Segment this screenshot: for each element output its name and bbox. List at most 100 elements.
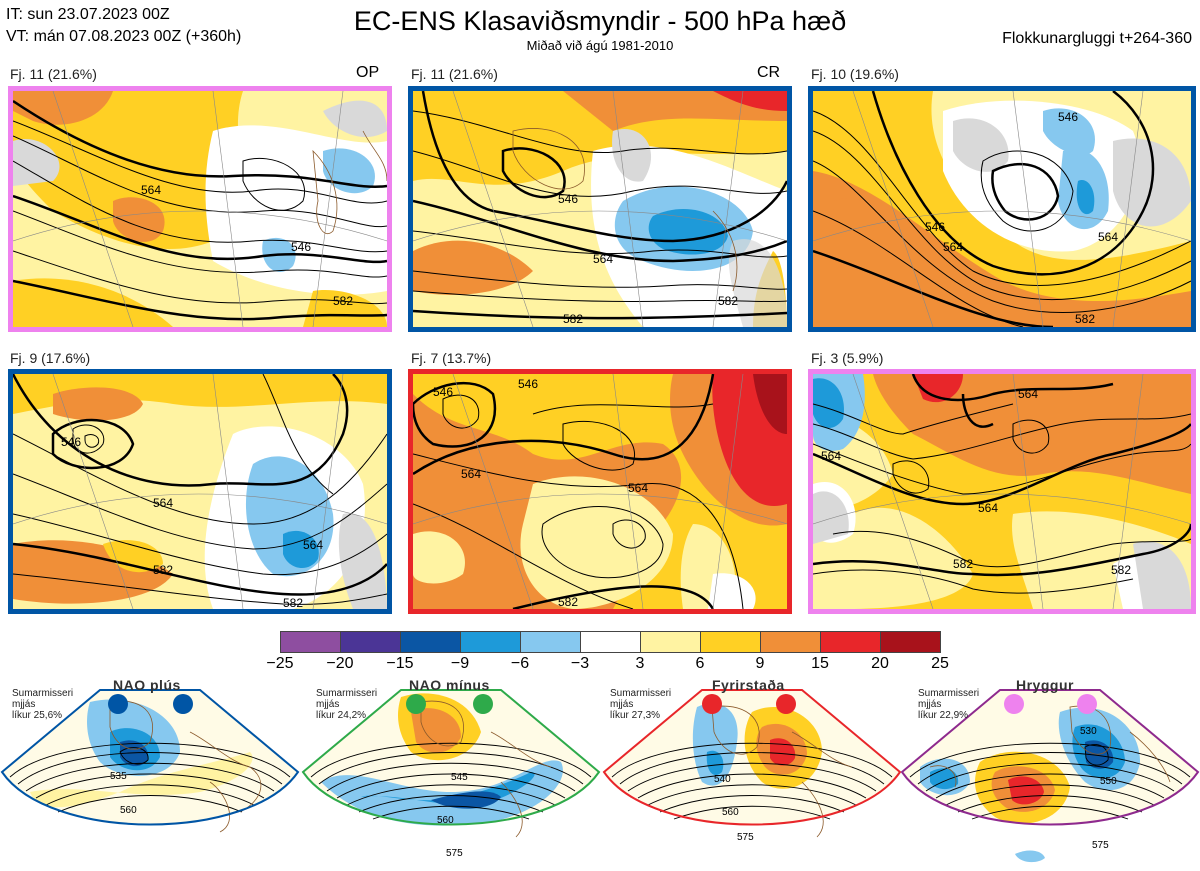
contour-label: 582	[718, 294, 738, 308]
regime-probability: líkur 25,6%	[12, 710, 63, 721]
contour-label: 560	[437, 815, 454, 826]
colorbar-swatch	[700, 631, 761, 653]
contour-label: 575	[737, 832, 754, 843]
colorbar-tick: −15	[386, 655, 414, 672]
regime-smoothing: mjjás	[918, 699, 942, 710]
contour-label: 530	[1080, 726, 1097, 737]
cluster-map-1: 564 546 582	[8, 86, 392, 332]
regime-name: Hryggur	[1016, 677, 1074, 693]
contour-label: 564	[821, 449, 841, 463]
regime-season: Sumarmisseri	[316, 688, 378, 699]
colorbar-swatch	[640, 631, 701, 653]
colorbar-tick: −20	[326, 655, 354, 672]
regime-marker	[406, 694, 426, 714]
contour-label: 540	[714, 774, 731, 785]
panel-2-tag: CR	[757, 64, 781, 81]
contour-label: 564	[461, 467, 481, 481]
colorbar-swatch	[340, 631, 401, 653]
contour-label: 564	[1018, 387, 1038, 401]
page-subtitle: Miðað við ágú 1981-2010	[526, 38, 674, 53]
colorbar-swatch	[760, 631, 821, 653]
contour-label: 582	[1111, 563, 1131, 577]
regime-ridge: 530 550 575	[900, 672, 1200, 871]
regime-season: Sumarmisseri	[918, 688, 980, 699]
regime-blocking: 540 560 575	[602, 672, 902, 871]
contour-label: 564	[1098, 230, 1118, 244]
page-title: EC-ENS Klasaviðsmyndir - 500 hPa hæð	[353, 6, 847, 36]
contour-label: 582	[283, 596, 303, 609]
contour-label: 535	[110, 771, 127, 782]
colorbar-swatch	[520, 631, 581, 653]
colorbar-swatch	[280, 631, 341, 653]
panel-3-label: Fj. 10 (19.6%)	[811, 66, 899, 82]
contour-label: 575	[1092, 840, 1109, 851]
regime-marker	[108, 694, 128, 714]
panel-2-label: Fj. 11 (21.6%)	[411, 66, 498, 82]
regime-smoothing: mjjás	[316, 699, 340, 710]
colorbar-swatch	[400, 631, 461, 653]
contour-label: 546	[925, 220, 945, 234]
contour-label: 564	[593, 252, 613, 266]
initial-time: IT: sun 23.07.2023 00Z	[6, 6, 170, 23]
contour-label: 582	[1075, 312, 1095, 326]
contour-label: 550	[1100, 776, 1117, 787]
colorbar-tick: 25	[931, 655, 949, 672]
regime-marker	[702, 694, 722, 714]
regime-probability: líkur 24,2%	[316, 710, 367, 721]
contour-label: 564	[978, 501, 998, 515]
cluster-window: Flokkunargluggi t+264-360	[1002, 30, 1192, 47]
contour-label: 560	[120, 805, 137, 816]
colorbar-tick: −3	[570, 655, 590, 672]
contour-label: 582	[333, 294, 353, 308]
contour-label: 546	[433, 385, 453, 399]
cluster-map-3: 546 564 546 564 582	[808, 86, 1196, 332]
contour-label: 582	[953, 557, 973, 571]
colorbar-swatch	[580, 631, 641, 653]
contour-label: 546	[61, 435, 81, 449]
regime-name: NAO plús	[113, 677, 181, 693]
regime-info: Sumarmisseri mjjás líkur 22,9%	[918, 688, 979, 721]
colorbar-swatch	[880, 631, 941, 653]
colorbar-tick: 6	[695, 655, 705, 672]
colorbar-tick: 20	[871, 655, 889, 672]
regime-nao-minus: 545 560 575	[301, 672, 601, 871]
colorbar-tick: −6	[510, 655, 530, 672]
contour-label: 546	[558, 192, 578, 206]
regime-name: NAO mínus	[409, 677, 490, 693]
colorbar-tick: 15	[811, 655, 829, 672]
cluster-map-4: 546 564 582 564 582	[8, 369, 392, 614]
regime-smoothing: mjjás	[12, 699, 36, 710]
regime-marker	[776, 694, 796, 714]
contour-label: 582	[558, 595, 578, 609]
contour-label: 546	[518, 377, 538, 391]
regime-marker	[173, 694, 193, 714]
contour-label: 564	[943, 240, 963, 254]
contour-label: 582	[563, 312, 583, 326]
contour-label: 546	[291, 240, 311, 254]
contour-label: 546	[1058, 110, 1078, 124]
regime-info: Sumarmisseri mjjás líkur 27,3%	[610, 688, 671, 721]
regime-info: Sumarmisseri mjjás líkur 25,6%	[12, 688, 73, 721]
contour-label: 564	[153, 496, 173, 510]
regime-probability: líkur 22,9%	[918, 710, 969, 721]
contour-label: 560	[722, 807, 739, 818]
panel-6-label: Fj. 3 (5.9%)	[811, 350, 884, 366]
cluster-map-2: 546 564 582 582	[408, 86, 792, 332]
colorbar-swatch	[820, 631, 881, 653]
regime-info: Sumarmisseri mjjás líkur 24,2%	[316, 688, 377, 721]
colorbar-swatch	[460, 631, 521, 653]
colorbar-tick: 3	[635, 655, 645, 672]
regime-nao-plus: 535 560	[0, 672, 300, 871]
regime-marker	[1077, 694, 1097, 714]
panel-5-label: Fj. 7 (13.7%)	[411, 350, 492, 366]
colorbar-tick: −25	[266, 655, 294, 672]
regime-season: Sumarmisseri	[12, 688, 74, 699]
regime-name: Fyrirstaða	[712, 677, 785, 693]
cluster-map-5: 546 546 564 564 582	[408, 369, 792, 614]
run-info: IT: sun 23.07.2023 00Z VT: mán 07.08.202…	[6, 4, 241, 48]
panel-1-label: Fj. 11 (21.6%)	[10, 66, 97, 82]
regime-season: Sumarmisseri	[610, 688, 672, 699]
regime-probability: líkur 27,3%	[610, 710, 661, 721]
contour-label: 545	[451, 772, 468, 783]
regime-marker	[473, 694, 493, 714]
